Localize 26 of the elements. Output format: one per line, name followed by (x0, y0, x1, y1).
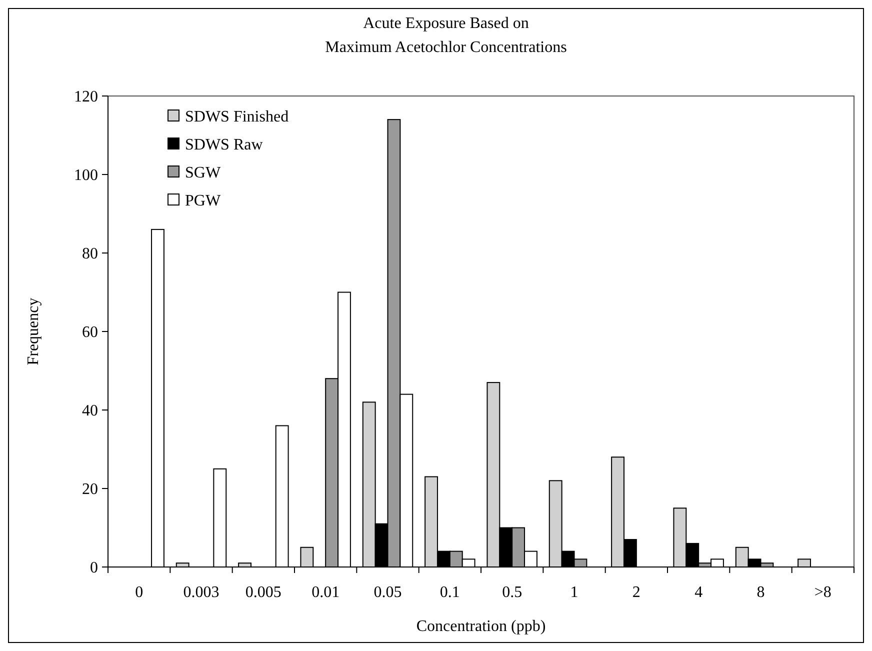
x-axis-title: Concentration (ppb) (416, 618, 546, 635)
x-tick-label: 0.1 (440, 584, 460, 601)
legend-label: SDWS Finished (185, 108, 289, 126)
x-tick-label: 0.01 (312, 584, 340, 601)
y-tick-label: 120 (74, 88, 98, 106)
x-tick-label: 0.5 (502, 584, 522, 601)
y-tick-label: 80 (82, 246, 98, 263)
chart-title: Acute Exposure Based on Maximum Acetochlor Concentrations (325, 15, 567, 56)
x-tick-label: 0 (135, 584, 144, 601)
x-tick-label: 4 (694, 584, 703, 601)
x-tick-label: 8 (756, 584, 765, 601)
legend-label: SGW (185, 164, 222, 182)
y-tick-label: 100 (74, 167, 98, 184)
legend-label: SDWS Raw (185, 136, 264, 154)
x-tick-label: 2 (632, 584, 640, 601)
x-tick-label: 0.05 (374, 584, 402, 601)
x-tick-label: 0.003 (183, 584, 220, 601)
y-tick-label: 40 (82, 402, 98, 420)
x-tick-label: >8 (814, 584, 832, 601)
legend-label: PGW (185, 192, 222, 210)
x-tick-label: 1 (570, 584, 578, 601)
y-tick-label: 0 (90, 560, 98, 577)
y-tick-label: 20 (82, 481, 98, 498)
x-tick-label: 0.005 (245, 584, 282, 601)
y-axis-title: Frequency (25, 298, 42, 366)
y-tick-label: 60 (82, 324, 98, 342)
